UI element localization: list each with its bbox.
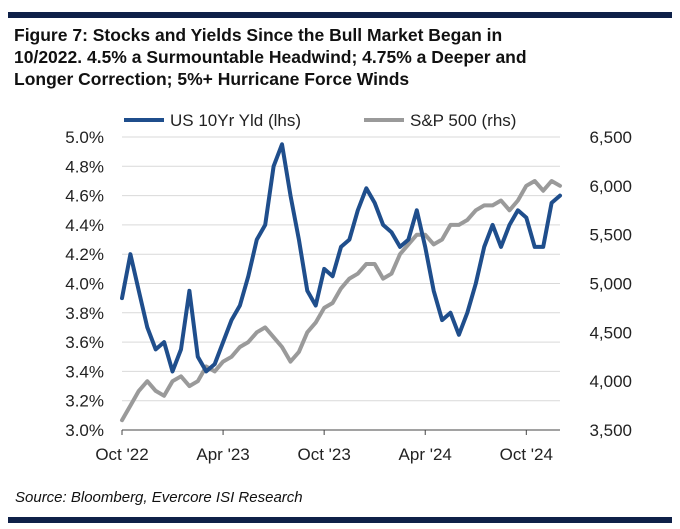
left-axis-tick-label: 4.8% — [65, 157, 104, 176]
figure-title: Figure 7: Stocks and Yields Since the Bu… — [14, 24, 664, 90]
left-axis-tick-label: 3.6% — [65, 333, 104, 352]
x-axis-tick-label: Oct '24 — [500, 445, 553, 464]
x-axis-tick-label: Oct '22 — [95, 445, 148, 464]
right-axis-tick-label: 5,000 — [589, 275, 632, 294]
legend-us-10yr-yield-label: US 10Yr Yld (lhs) — [170, 111, 301, 130]
right-axis-tick-label: 6,500 — [589, 128, 632, 147]
left-axis-tick-label: 3.0% — [65, 421, 104, 440]
series-line-sp500 — [120, 179, 562, 423]
right-axis-tick-label: 4,000 — [589, 372, 632, 391]
left-axis-tick-label: 4.4% — [65, 216, 104, 235]
top-border-bar — [8, 12, 672, 18]
left-axis-tick-label: 3.8% — [65, 304, 104, 323]
x-axis-tick-label: Apr '23 — [196, 445, 249, 464]
legend-sp500-label: S&P 500 (rhs) — [410, 111, 516, 130]
right-axis-tick-label: 4,500 — [589, 323, 632, 342]
series-line-us-10yr-yield — [120, 142, 562, 374]
source-note: Source: Bloomberg, Evercore ISI Research — [15, 489, 303, 506]
x-axis-tick-label: Oct '23 — [297, 445, 350, 464]
right-axis-tick-label: 5,500 — [589, 226, 632, 245]
left-axis-tick-label: 4.2% — [65, 245, 104, 264]
right-axis-tick-label: 6,000 — [589, 177, 632, 196]
left-axis-tick-label: 4.0% — [65, 275, 104, 294]
left-axis-tick-label: 3.4% — [65, 362, 104, 381]
title-line-3: Longer Correction; 5%+ Hurricane Force W… — [14, 69, 410, 89]
left-axis-tick-label: 5.0% — [65, 128, 104, 147]
bottom-border-bar — [8, 517, 672, 523]
left-axis-tick-label: 3.2% — [65, 392, 104, 411]
x-axis-tick-label: Apr '24 — [399, 445, 452, 464]
title-line-1: Figure 7: Stocks and Yields Since the Bu… — [14, 25, 503, 45]
right-axis-tick-label: 3,500 — [589, 421, 632, 440]
left-axis-tick-label: 4.6% — [65, 187, 104, 206]
title-line-2: 10/2022. 4.5% a Surmountable Headwind; 4… — [14, 47, 527, 67]
